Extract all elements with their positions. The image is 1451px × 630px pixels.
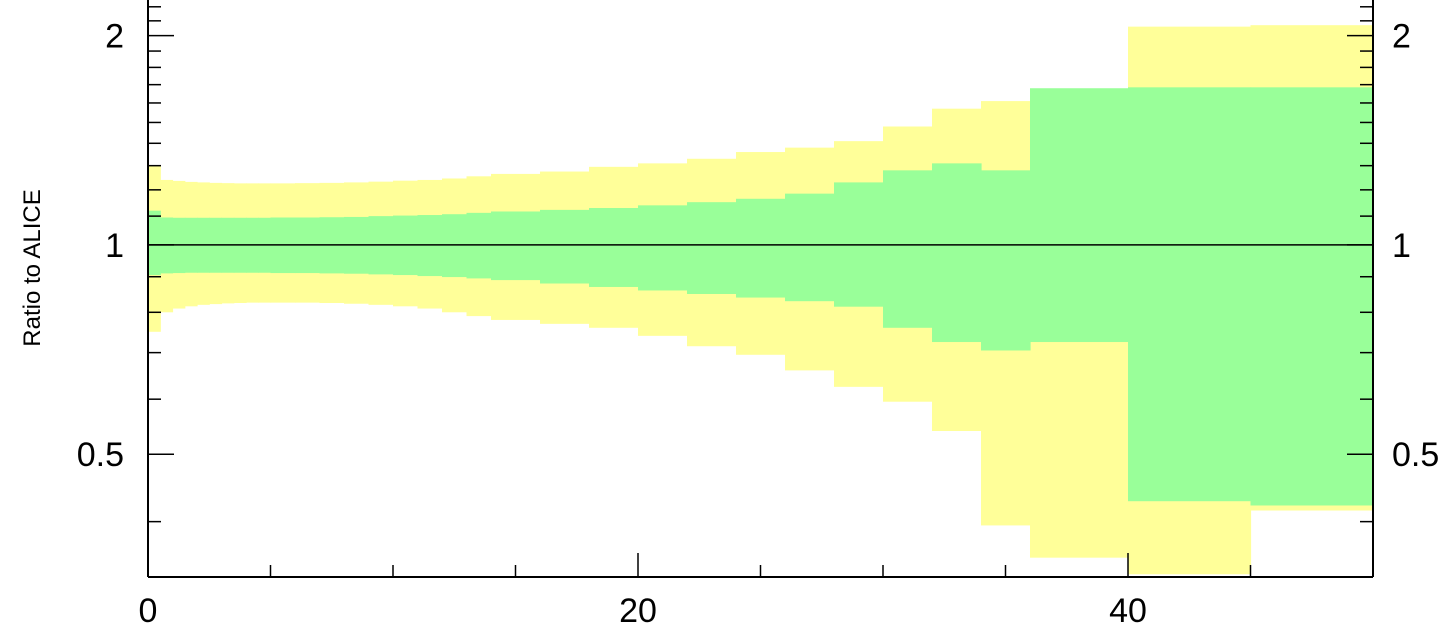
bands-layer: [148, 25, 1374, 575]
inner-band-bin: [883, 170, 933, 328]
x-tick-label: 40: [1109, 592, 1147, 630]
inner-band-bin: [932, 163, 982, 343]
y-tick-label-left: 1: [105, 227, 124, 265]
x-tick-label: 0: [139, 592, 158, 630]
y-tick-label-right: 0.5: [1392, 436, 1439, 474]
inner-band-bin: [1128, 87, 1252, 502]
axes-layer: [147, 0, 1374, 578]
inner-band-bin: [589, 208, 639, 287]
y-axis-title: Ratio to ALICE: [19, 189, 46, 346]
y-tick-label-left: 0.5: [77, 436, 124, 474]
inner-band-bin: [1030, 88, 1129, 343]
inner-band-bin: [981, 170, 1031, 351]
y-tick-label-right: 2: [1392, 18, 1411, 56]
y-tick-label-left: 2: [105, 18, 124, 56]
y-tick-label-right: 1: [1392, 227, 1411, 265]
labels-layer: 0 20 40 0.5 0.5 1 1 2 2: [77, 18, 1440, 630]
inner-band-bin: [736, 198, 786, 298]
inner-band-bin: [540, 209, 590, 284]
inner-band-bin: [638, 205, 688, 291]
x-tick-label: 20: [619, 592, 657, 630]
inner-band-bin: [491, 211, 541, 281]
inner-band-bin: [785, 193, 835, 302]
inner-band-bin: [148, 210, 161, 276]
inner-band-bin: [1250, 87, 1374, 506]
inner-band-bin: [687, 202, 737, 294]
